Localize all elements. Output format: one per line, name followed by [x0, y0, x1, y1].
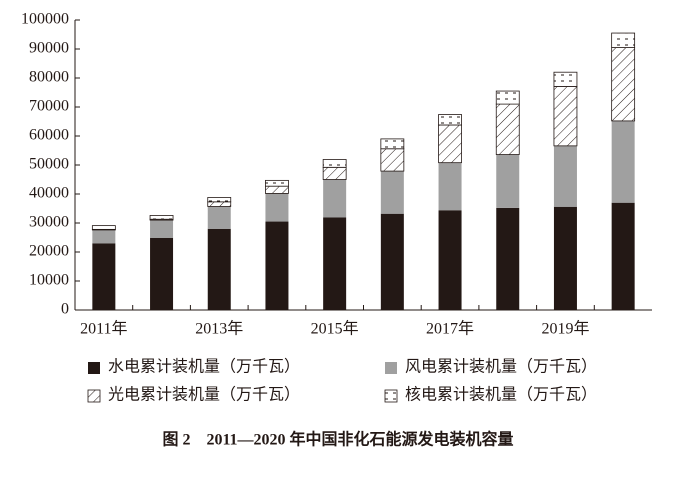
bar-segment: [611, 202, 635, 310]
bar-segment: [150, 220, 174, 238]
bar-segment: [553, 86, 578, 147]
y-tick-label: 10000: [29, 272, 69, 289]
y-tick-label: 100000: [21, 11, 69, 28]
x-tick-label: 2019年: [541, 320, 589, 338]
bar-segment: [438, 114, 462, 126]
bar-segment: [611, 32, 636, 48]
legend-swatch: [88, 362, 100, 374]
bar-segment: [92, 243, 116, 310]
bar-segment: [91, 225, 116, 230]
bar-segment: [380, 213, 404, 310]
x-tick-label: 2015年: [311, 320, 359, 338]
y-tick-label: 30000: [29, 214, 69, 231]
bar-segment: [92, 229, 116, 244]
bar-segment: [323, 217, 347, 310]
x-tick-label: 2017年: [426, 320, 474, 338]
bar-segment: [553, 206, 577, 310]
bar-segment: [265, 185, 289, 194]
bar-segment: [495, 103, 520, 155]
bar-segment: [438, 210, 462, 310]
y-tick-label: 70000: [29, 98, 69, 115]
bar-segment: [611, 120, 635, 203]
y-tick-label: 50000: [29, 156, 69, 173]
bar-segment: [322, 166, 347, 180]
x-tick-label: 2013年: [195, 320, 243, 338]
bar-segment: [553, 145, 577, 207]
legend-label: 光电累计装机量（万千瓦）: [108, 386, 300, 404]
bar-segment: [438, 124, 462, 164]
bar-segment: [265, 221, 289, 310]
legend-swatch: [384, 389, 398, 403]
legend-swatch: [385, 362, 397, 374]
bar-segment: [495, 90, 520, 105]
bar-segment: [207, 197, 232, 203]
chart-caption: 图 2 2011—2020 年中国非化石能源发电装机容量: [162, 430, 513, 449]
bar-segment: [496, 207, 520, 310]
y-tick-label: 90000: [29, 40, 69, 57]
bar-segment: [265, 179, 289, 187]
bar-segment: [380, 148, 405, 172]
y-tick-label: 80000: [29, 69, 69, 86]
bar-segment: [150, 237, 174, 310]
legend-label: 核电累计装机量（万千瓦）: [405, 386, 597, 404]
bar-segment: [438, 162, 462, 211]
y-tick-label: 20000: [29, 243, 69, 260]
bar-segment: [553, 71, 578, 87]
bar-segment: [207, 206, 231, 229]
legend-label: 水电累计装机量（万千瓦）: [108, 358, 300, 376]
bar-segment: [380, 138, 405, 150]
bar-segment: [323, 179, 347, 218]
y-tick-label: 40000: [29, 185, 69, 202]
bar-segment: [496, 154, 520, 208]
bar-segment: [380, 171, 404, 214]
bar-segment: [149, 215, 174, 220]
x-tick-label: 2011年: [80, 320, 127, 338]
bar-segment: [207, 201, 232, 207]
y-tick-label: 60000: [29, 127, 69, 144]
bar-segment: [611, 47, 636, 122]
bar-segment: [207, 228, 231, 310]
y-tick-label: 0: [61, 301, 69, 318]
bar-segment: [265, 193, 289, 222]
bar-segment: [322, 159, 347, 168]
legend-label: 风电累计装机量（万千瓦）: [405, 358, 597, 376]
legend-swatch: [87, 389, 101, 403]
